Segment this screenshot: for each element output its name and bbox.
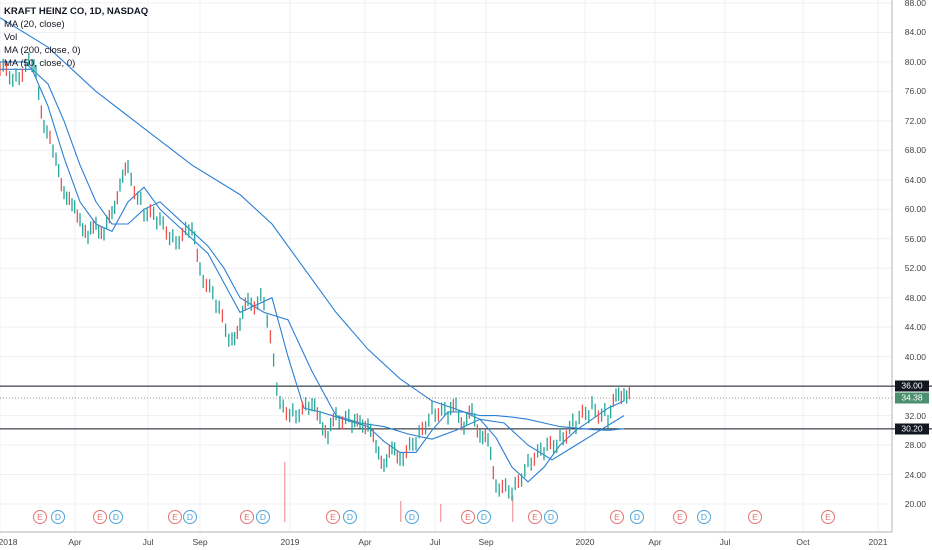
dividend-marker[interactable]: D bbox=[343, 510, 357, 524]
dividend-marker[interactable]: D bbox=[183, 510, 197, 524]
price-tick: 40.00 bbox=[904, 351, 926, 362]
time-tick: Jul bbox=[429, 537, 441, 547]
price-tick: 28.00 bbox=[904, 440, 926, 451]
earnings-marker[interactable]: E bbox=[821, 510, 835, 524]
legend-ma20[interactable]: MA (20, close) bbox=[4, 19, 65, 30]
time-tick: Apr bbox=[648, 537, 662, 547]
time-tick: Sep bbox=[478, 537, 494, 547]
legend-ma50[interactable]: MA (50, close, 0) bbox=[4, 58, 76, 69]
time-tick: Jul bbox=[142, 537, 154, 547]
price-tick: 48.00 bbox=[904, 292, 926, 303]
time-tick: Apr bbox=[68, 537, 82, 547]
dividend-marker[interactable]: D bbox=[109, 510, 123, 524]
price-tick: 56.00 bbox=[904, 233, 926, 244]
earnings-marker[interactable]: E bbox=[610, 510, 624, 524]
price-label-2: 30.20 bbox=[895, 423, 929, 435]
earnings-marker[interactable]: E bbox=[461, 510, 475, 524]
time-tick: 2020 bbox=[575, 537, 595, 547]
earnings-marker[interactable]: E bbox=[673, 510, 687, 524]
price-tick: 64.00 bbox=[904, 174, 926, 185]
dividend-marker[interactable]: D bbox=[477, 510, 491, 524]
volume-bar-3 bbox=[512, 495, 514, 522]
earnings-marker[interactable]: E bbox=[168, 510, 182, 524]
time-tick: 2019 bbox=[280, 537, 300, 547]
ma-line-2 bbox=[0, 17, 625, 431]
time-tick: 2021 bbox=[868, 537, 888, 547]
price-tick: 76.00 bbox=[904, 86, 926, 97]
dividend-marker[interactable]: D bbox=[51, 510, 65, 524]
price-tick: 80.00 bbox=[904, 56, 926, 67]
price-tick: 52.00 bbox=[904, 263, 926, 274]
volume-bar-2 bbox=[440, 504, 442, 522]
price-tick: 88.00 bbox=[904, 0, 926, 8]
price-tick: 44.00 bbox=[904, 322, 926, 333]
time-tick: Jul bbox=[719, 537, 731, 547]
legend-ma200[interactable]: MA (200, close, 0) bbox=[4, 45, 81, 56]
dividend-marker[interactable]: D bbox=[405, 510, 419, 524]
chart-legend: KRAFT HEINZ CO, 1D, NASDAQ MA (20, close… bbox=[4, 5, 148, 70]
volume-bar-1 bbox=[400, 501, 402, 522]
price-tick: 24.00 bbox=[904, 469, 926, 480]
price-tick: 60.00 bbox=[904, 204, 926, 215]
earnings-marker[interactable]: E bbox=[93, 510, 107, 524]
earnings-marker[interactable]: E bbox=[33, 510, 47, 524]
volume-bar-0 bbox=[284, 462, 286, 522]
price-tick: 20.00 bbox=[904, 499, 926, 509]
legend-title: KRAFT HEINZ CO, 1D, NASDAQ bbox=[4, 6, 149, 17]
dividend-marker[interactable]: D bbox=[256, 510, 270, 524]
price-tick: 32.00 bbox=[904, 410, 926, 421]
time-tick: Oct bbox=[796, 537, 810, 547]
time-tick: Apr bbox=[358, 537, 372, 547]
price-label-1: 34.38 bbox=[895, 392, 929, 404]
legend-vol[interactable]: Vol bbox=[4, 32, 18, 43]
dividend-marker[interactable]: D bbox=[630, 510, 644, 524]
price-axis[interactable]: 88.00 84.00 80.00 76.00 72.00 68.00 64.00 60.00… bbox=[892, 0, 932, 532]
price-label-0: 36.00 bbox=[895, 380, 929, 392]
time-tick: Sep bbox=[192, 537, 208, 547]
earnings-marker[interactable]: E bbox=[748, 510, 762, 524]
price-tick: 72.00 bbox=[904, 115, 926, 126]
price-tick: 84.00 bbox=[904, 27, 926, 38]
earnings-marker[interactable]: E bbox=[240, 510, 254, 524]
earnings-marker[interactable]: E bbox=[528, 510, 542, 524]
time-tick: 2018 bbox=[0, 537, 18, 547]
ma-line-1 bbox=[0, 61, 625, 461]
price-tick: 68.00 bbox=[904, 145, 926, 156]
dividend-marker[interactable]: D bbox=[697, 510, 711, 524]
earnings-marker[interactable]: E bbox=[326, 510, 340, 524]
dividend-marker[interactable]: D bbox=[544, 510, 558, 524]
